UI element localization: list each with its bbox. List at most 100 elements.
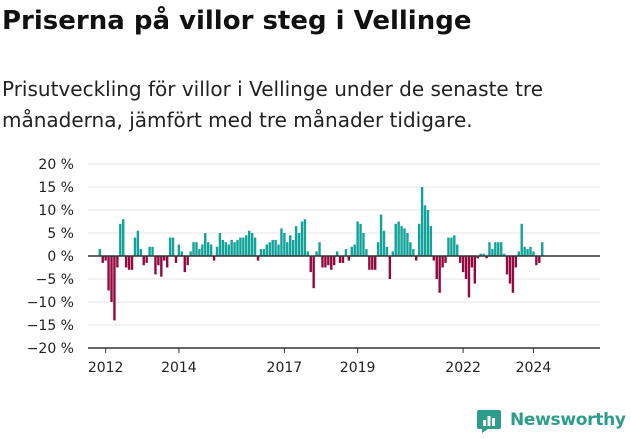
bar: [177, 244, 181, 256]
bar: [374, 256, 377, 270]
bar: [127, 256, 131, 270]
bar: [215, 246, 219, 256]
bar: [98, 249, 101, 256]
bar: [113, 256, 116, 321]
bar: [318, 242, 321, 256]
bar: [142, 256, 145, 266]
bar: [479, 253, 482, 256]
bar: [286, 242, 289, 256]
bar: [432, 256, 436, 261]
bar: [461, 256, 465, 273]
y-axis-ticks: 20 % 15 % 10 % 5 % 0 % −5 % −10 % −15 % −20 %: [27, 157, 74, 357]
bar: [160, 256, 163, 277]
bar: [163, 256, 166, 261]
bar: [280, 228, 283, 256]
bar: [415, 256, 418, 261]
bar: [312, 256, 315, 289]
bar: [209, 244, 213, 256]
bar: [368, 256, 371, 270]
bar: [242, 237, 245, 256]
bar: [183, 256, 186, 273]
bar: [467, 256, 471, 298]
newsworthy-logo-icon: [477, 410, 501, 433]
x-tick-label: 2022: [445, 360, 481, 376]
bar: [371, 256, 374, 270]
bar: [332, 256, 336, 266]
grid-lines: [88, 163, 600, 349]
bar: [338, 256, 342, 263]
bars: [98, 187, 544, 321]
y-tick-label: −10 %: [27, 295, 74, 311]
bar: [195, 242, 198, 256]
bar: [201, 244, 204, 256]
bar: [391, 251, 394, 256]
bar: [476, 256, 479, 259]
bar: [420, 187, 424, 256]
bar: [353, 244, 356, 256]
bar: [324, 256, 327, 268]
y-tick-label: −5 %: [36, 272, 74, 288]
bar: [517, 251, 520, 256]
bar: [499, 242, 503, 256]
bar: [192, 242, 195, 256]
bar: [145, 256, 148, 263]
bar: [303, 219, 307, 256]
bar: [456, 244, 459, 256]
x-tick-label: 2012: [88, 360, 124, 376]
bar: [277, 244, 280, 256]
bar: [330, 256, 333, 270]
y-tick-label: 0 %: [47, 249, 74, 265]
bar: [335, 251, 339, 256]
bar: [526, 249, 529, 256]
bar: [294, 226, 298, 256]
bar: [397, 221, 400, 256]
bar: [174, 256, 178, 263]
bar: [403, 228, 406, 256]
bar: [227, 244, 230, 256]
bar: [253, 237, 257, 256]
y-tick-label: 15 %: [38, 180, 74, 196]
bar: [171, 237, 175, 256]
latest-value-label: 3 %: [548, 150, 577, 154]
bar: [218, 233, 222, 256]
bar: [426, 210, 430, 256]
bar: [239, 237, 242, 256]
bar: [148, 246, 151, 256]
x-tick-label: 2017: [267, 360, 303, 376]
bar: [315, 251, 318, 256]
newsworthy-brand[interactable]: Newsworthy: [474, 406, 630, 436]
bar: [447, 237, 450, 256]
bar: [529, 246, 532, 256]
bar: [297, 233, 301, 256]
bar: [224, 242, 227, 256]
bar: [262, 249, 266, 256]
bar: [450, 237, 453, 256]
bar: [168, 237, 172, 256]
bar: [206, 242, 210, 256]
y-tick-label: 5 %: [47, 226, 74, 242]
bar: [441, 256, 444, 268]
bar: [212, 256, 216, 261]
bar: [400, 226, 403, 256]
bar-chart: 20 % 15 % 10 % 5 % 0 % −5 % −10 % −15 % −20 % 20…: [27, 150, 600, 376]
bar: [502, 253, 506, 256]
bar: [283, 233, 286, 256]
bar: [458, 256, 462, 263]
bar: [309, 256, 312, 273]
bar: [289, 235, 292, 256]
bar: [291, 239, 295, 256]
bar: [119, 223, 122, 256]
bar: [347, 256, 351, 261]
bar: [133, 237, 137, 256]
page-subtitle: Prisutveckling för villor i Vellinge und…: [2, 77, 544, 132]
bar: [508, 256, 512, 284]
bar: [101, 256, 104, 263]
bar: [259, 249, 263, 256]
bar: [379, 214, 383, 256]
bar: [165, 256, 169, 268]
bar: [236, 239, 239, 256]
bar: [180, 251, 184, 256]
bar: [256, 256, 260, 261]
bar: [327, 256, 330, 266]
bar: [271, 239, 274, 256]
